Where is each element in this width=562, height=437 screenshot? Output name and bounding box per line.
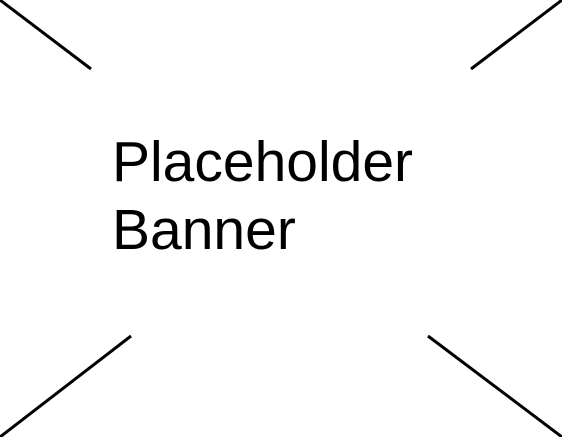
cross-line-bottom-left: [0, 334, 132, 437]
cross-line-top-right: [470, 0, 562, 71]
cross-line-top-left: [0, 0, 92, 71]
banner-title-line-1: Placeholder: [112, 130, 414, 194]
banner-title: Placeholder Banner: [112, 128, 413, 264]
banner-title-line-2: Banner: [112, 198, 296, 262]
cross-line-bottom-right: [427, 334, 562, 437]
